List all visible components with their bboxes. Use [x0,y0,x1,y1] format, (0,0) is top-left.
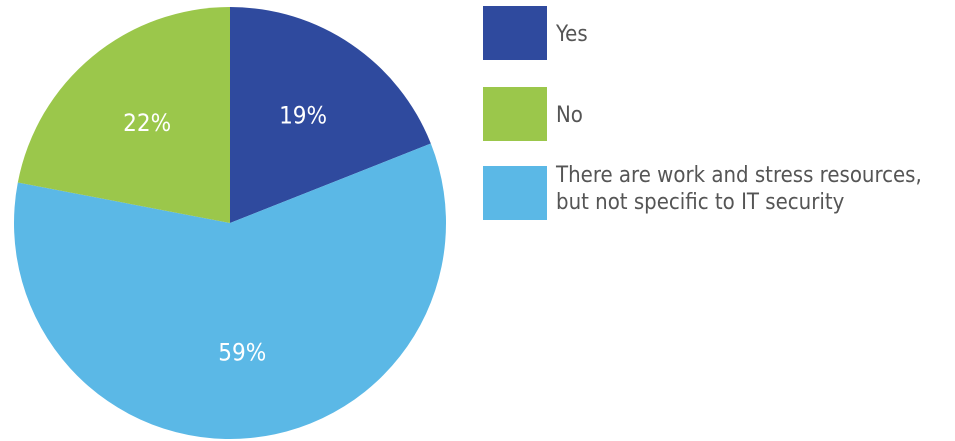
chart-legend: Yes No There are work and stress resources… [483,6,922,220]
legend-label-1-line-0: No [556,103,583,128]
pie-slices [13,7,446,439]
pie-slice-2 [17,7,230,223]
legend-label-0-line-0: Yes [555,22,588,47]
legend-swatch-0 [483,6,547,60]
legend-swatch-2 [483,166,547,220]
pie-slice-0 [230,7,431,223]
legend-label-2-line-0: There are work and stress resources, [555,163,922,188]
pie-slice-1 [13,143,446,439]
slice-value-label-2: 22% [123,109,171,137]
legend-swatch-1 [483,87,547,141]
slice-value-label-1: 59% [218,338,266,366]
slice-value-label-0: 19% [279,101,327,129]
legend-label-2-line-1: but not specific to IT security [556,190,845,215]
pie-slice-labels: 19% 59% 22% [123,101,327,366]
